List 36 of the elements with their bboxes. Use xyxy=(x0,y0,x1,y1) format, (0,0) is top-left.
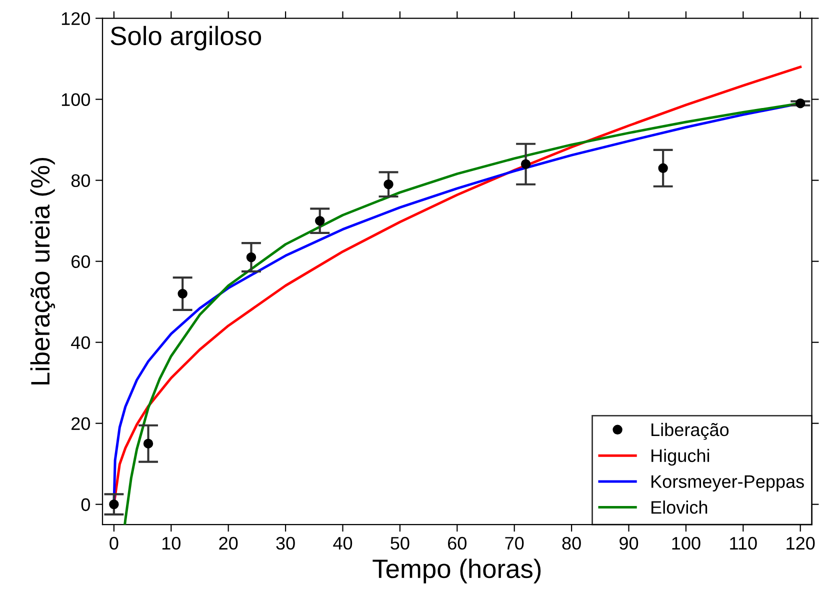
legend-label: Korsmeyer-Peppas xyxy=(652,475,804,492)
x-tick-label: 60 xyxy=(448,536,466,550)
x-tick-label: 80 xyxy=(562,536,581,550)
legend-label: Elovich xyxy=(652,500,708,514)
point xyxy=(143,438,154,448)
point xyxy=(178,288,188,299)
point xyxy=(315,216,325,226)
x-axis-title: Tempo (horas) xyxy=(372,558,541,584)
annotation: Solo argiloso xyxy=(110,26,262,50)
legend-label: Higuchi xyxy=(652,448,710,466)
x-tick-label: 110 xyxy=(730,536,757,550)
point xyxy=(796,98,806,108)
x-tick-label: 90 xyxy=(620,536,638,550)
x-tick-label: 100 xyxy=(672,536,700,550)
point xyxy=(384,180,394,190)
legend-label: Liberação xyxy=(652,422,729,440)
point xyxy=(658,163,668,174)
x-tick-label: 20 xyxy=(219,536,238,550)
x-tick-label: 10 xyxy=(162,536,180,550)
y-tick-label: 100 xyxy=(62,93,90,106)
x-tick-label: 0 xyxy=(110,536,118,550)
point xyxy=(246,252,256,262)
x-tick-label: 40 xyxy=(333,536,352,550)
y-tick-label: 60 xyxy=(72,255,90,268)
x-tick-label: 70 xyxy=(505,536,524,550)
y-tick-label: 20 xyxy=(72,417,90,430)
x-tick-label: 50 xyxy=(390,536,410,550)
y-tick-label: 0 xyxy=(81,498,90,512)
y-tick-label: 40 xyxy=(71,336,90,350)
y-tick-label: 80 xyxy=(71,174,90,188)
y-tick-label: 120 xyxy=(62,12,90,26)
point xyxy=(520,159,531,169)
y-axis-title: Liberação ureia (%) xyxy=(30,158,56,384)
point xyxy=(109,499,119,510)
x-tick-label: 120 xyxy=(786,536,815,550)
x-tick-label: 30 xyxy=(276,536,295,550)
